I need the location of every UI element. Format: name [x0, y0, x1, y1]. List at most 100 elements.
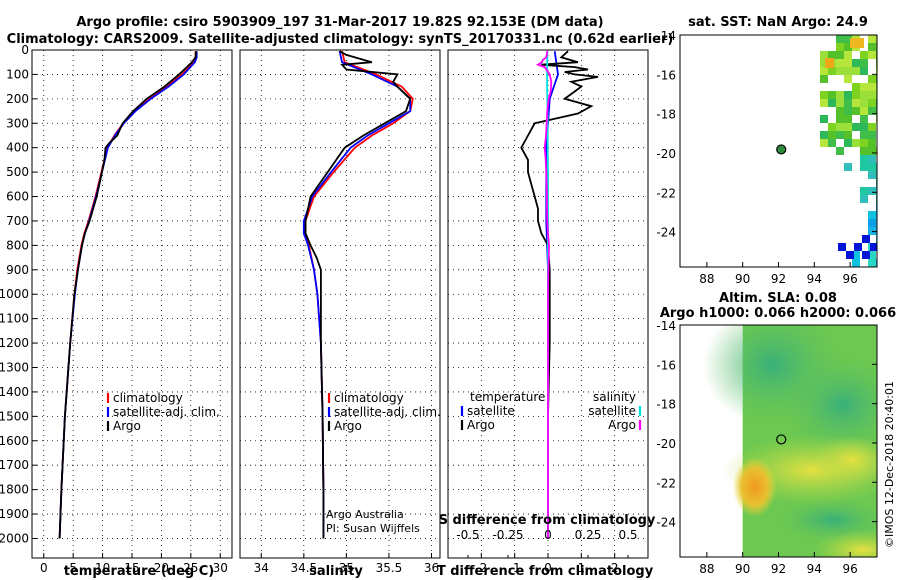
sst-cell-warm: [850, 38, 864, 48]
sst-cell: [844, 131, 852, 139]
sst-cell: [868, 107, 876, 115]
sst-cell: [828, 131, 836, 139]
sla-map-panel: 88 90 92 94 96 -14 -16 -18 -20 -22 -24: [656, 319, 878, 576]
sst-cell: [860, 99, 868, 107]
sst-xtick-label: 92: [771, 272, 786, 286]
sst-cell: [852, 123, 860, 131]
sst-ytick-label: -24: [656, 226, 676, 240]
sst-ytick-label: -16: [656, 68, 676, 82]
sst-cell: [844, 35, 852, 43]
difference-s-legend-label: satellite: [588, 404, 636, 418]
sla-xtick-label: 94: [807, 562, 822, 576]
temperature-ytick-label: 1600: [0, 434, 29, 448]
sst-cell-cold: [854, 243, 862, 251]
temperature-ytick-label: 200: [6, 92, 29, 106]
temperature-series: [58, 51, 198, 539]
sla-ytick-label: -24: [656, 516, 676, 530]
salinity-annotation-1: Argo Australia: [326, 508, 404, 521]
salinity-line-argo: [304, 50, 412, 539]
difference-s-tick-label: 0.5: [618, 528, 637, 542]
sst-xtick-label: 94: [807, 272, 822, 286]
sst-cell: [868, 187, 876, 195]
sst-cell: [852, 99, 860, 107]
temperature-legend-label: satellite-adj. clim.: [113, 405, 220, 419]
difference-s-tick-label: -0.5: [456, 528, 479, 542]
difference-x-label: T difference from climatology: [437, 564, 654, 579]
sst-cell: [820, 139, 828, 147]
temperature-ytick-label: 2000: [0, 531, 29, 545]
sst-cell: [836, 123, 844, 131]
temperature-ytick-label: 1700: [0, 458, 29, 472]
sst-cell: [844, 115, 852, 123]
sst-cell: [820, 91, 828, 99]
sla-ytick-label: -14: [656, 319, 676, 333]
sst-cell: [844, 67, 852, 75]
salinity-legend-label: satellite-adj. clim.: [334, 405, 441, 419]
sst-cell: [860, 195, 868, 203]
difference-xtick-label: -2: [475, 561, 487, 575]
sst-cell: [868, 219, 876, 227]
sst-cell-cold: [862, 235, 870, 243]
temperature-xtick-label: 30: [213, 561, 228, 575]
sst-cell: [868, 251, 876, 259]
temperature-x-label: temperature (deg C): [64, 564, 214, 579]
temperature-ytick-label: 800: [6, 238, 29, 252]
sst-cell: [868, 131, 876, 139]
sst-cell: [836, 115, 844, 123]
sst-cell: [820, 115, 828, 123]
difference-xtick-label: -1: [509, 561, 521, 575]
temperature-line-satellite-adj-clim-: [58, 51, 198, 539]
sst-xtick-label: 96: [842, 272, 857, 286]
sst-ytick-label: -18: [656, 108, 676, 122]
sst-cell: [860, 83, 868, 91]
sst-cell: [868, 259, 876, 267]
sst-cell: [868, 147, 876, 155]
temperature-ytick-label: 700: [6, 214, 29, 228]
difference-t-legend-label: satellite: [467, 404, 515, 418]
sst-cell: [820, 51, 828, 59]
difference-line-t-argo: [520, 50, 599, 539]
sst-cell: [844, 163, 852, 171]
sst-cell: [868, 155, 876, 163]
sla-peak: [732, 457, 777, 517]
salinity-line-satellite-adj-clim-: [302, 51, 412, 539]
sla-low-2: [782, 355, 877, 455]
difference-line-s-argo: [535, 51, 553, 539]
difference-series: [520, 50, 599, 539]
difference-xtick-label: 0: [544, 561, 552, 575]
sla-ytick-label: -20: [656, 437, 676, 451]
salinity-xtick-label: 34.5: [290, 561, 317, 575]
imos-credit: ©IMOS 12-Dec-2018 20:40:01: [883, 381, 896, 548]
temperature-xtick-label: 15: [124, 561, 139, 575]
difference-s-label: S difference from climatology: [439, 513, 656, 528]
sst-cell: [860, 139, 868, 147]
sst-cell: [868, 83, 876, 91]
sst-cell: [868, 211, 876, 219]
sst-cell: [844, 123, 852, 131]
sst-cell: [868, 91, 876, 99]
sla-argo-position-marker: [776, 434, 787, 445]
sla-xtick-label: 88: [699, 562, 714, 576]
salinity-xtick-label: 35: [339, 561, 354, 575]
sst-cell: [836, 35, 844, 43]
salinity-xtick-label: 35.5: [376, 561, 403, 575]
sst-cell: [828, 139, 836, 147]
sst-cell-cold: [838, 243, 846, 251]
temperature-ytick-label: 1300: [0, 361, 29, 375]
sst-cell: [820, 67, 828, 75]
sst-cell: [860, 131, 868, 139]
sst-cell: [836, 131, 844, 139]
sst-cell: [852, 259, 860, 267]
sst-cell: [844, 43, 852, 51]
sst-cell: [828, 51, 836, 59]
sla-high-2: [812, 435, 877, 485]
salinity-legend-label: Argo: [334, 419, 362, 433]
sst-cell: [868, 171, 876, 179]
sst-cell: [836, 43, 844, 51]
sst-cell: [852, 67, 860, 75]
sst-cell: [868, 35, 876, 43]
sst-cell-cold: [846, 251, 854, 259]
temperature-xtick-label: 0: [40, 561, 48, 575]
sst-cell: [836, 59, 844, 67]
